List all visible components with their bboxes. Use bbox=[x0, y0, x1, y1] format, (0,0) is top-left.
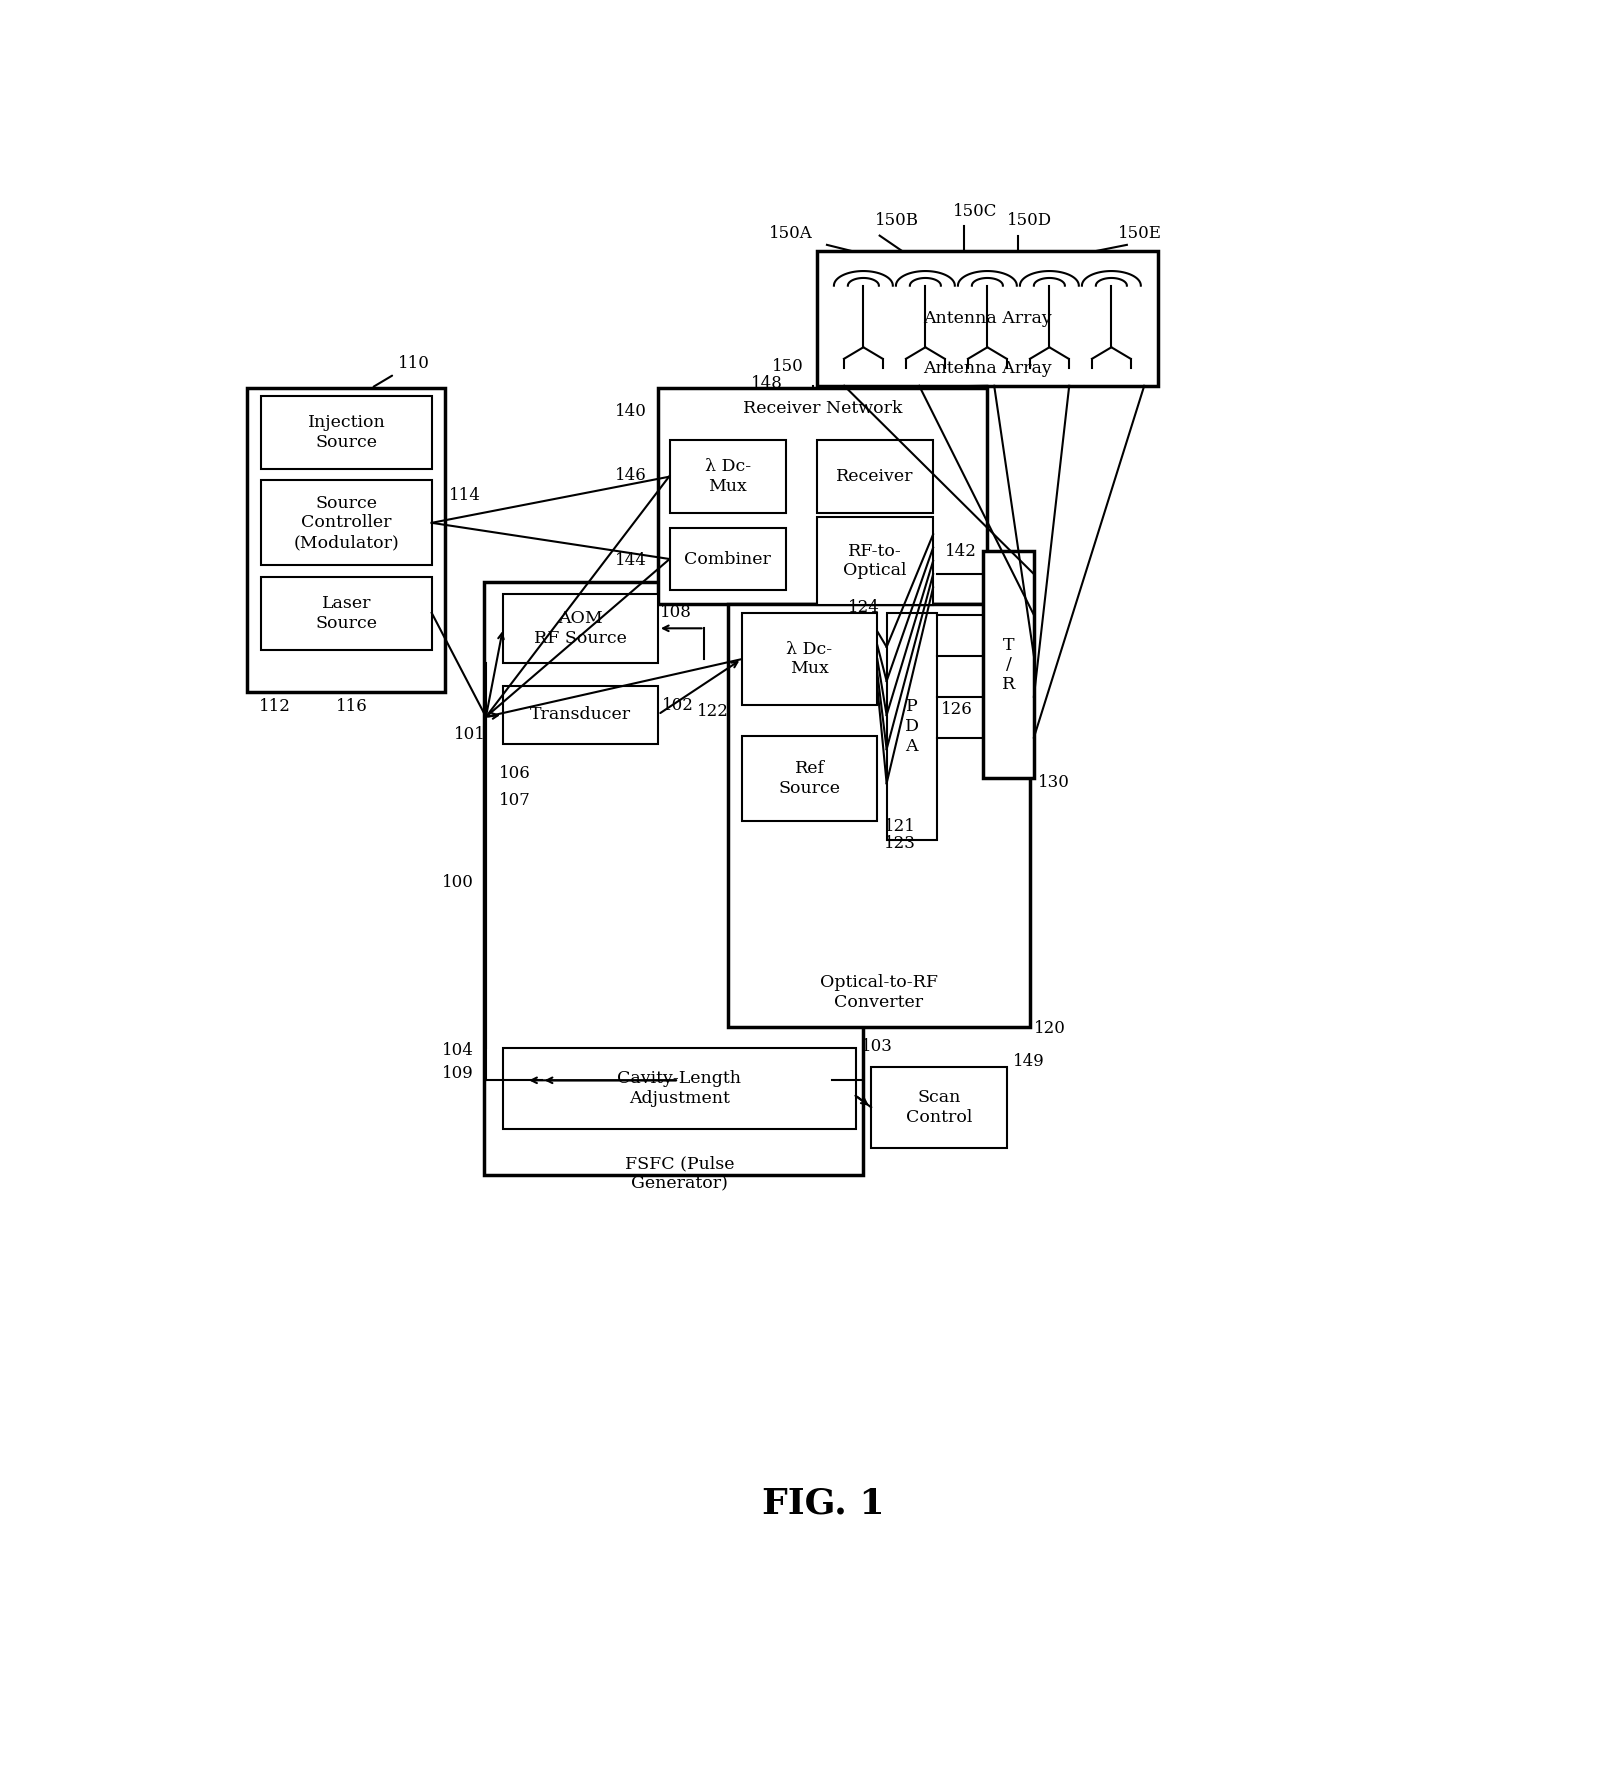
Text: 124: 124 bbox=[847, 599, 880, 616]
Text: Receiver: Receiver bbox=[836, 468, 913, 485]
Text: P
D
A: P D A bbox=[904, 698, 918, 754]
Text: T
/
R: T / R bbox=[1002, 638, 1014, 692]
Bar bbox=[502, 1048, 855, 1128]
Text: 140: 140 bbox=[615, 402, 645, 420]
Text: 112: 112 bbox=[258, 698, 291, 715]
Text: Scan
Control: Scan Control bbox=[905, 1089, 971, 1126]
Text: Laser
Source: Laser Source bbox=[315, 595, 377, 632]
Text: 150A: 150A bbox=[769, 225, 812, 243]
Bar bbox=[502, 593, 658, 662]
Text: 122: 122 bbox=[697, 703, 729, 721]
Text: 108: 108 bbox=[660, 604, 692, 622]
Text: 142: 142 bbox=[944, 544, 976, 560]
Text: 107: 107 bbox=[499, 792, 531, 809]
Text: 146: 146 bbox=[615, 468, 645, 483]
Bar bbox=[247, 388, 445, 692]
Bar bbox=[870, 1068, 1006, 1148]
Text: Transducer: Transducer bbox=[530, 707, 631, 723]
Text: 110: 110 bbox=[398, 354, 430, 372]
Bar bbox=[982, 551, 1034, 779]
Text: RF-to-
Optical: RF-to- Optical bbox=[843, 542, 907, 579]
Text: 102: 102 bbox=[661, 696, 693, 714]
Text: Optical-to-RF
Converter: Optical-to-RF Converter bbox=[820, 974, 937, 1011]
Bar bbox=[669, 439, 785, 514]
Text: 130: 130 bbox=[1037, 774, 1069, 792]
Text: Antenna Array: Antenna Array bbox=[923, 360, 1051, 377]
Bar bbox=[817, 439, 933, 514]
Text: Cavity-Length
Adjustment: Cavity-Length Adjustment bbox=[616, 1070, 742, 1107]
Text: Injection
Source: Injection Source bbox=[308, 414, 385, 450]
Text: 126: 126 bbox=[941, 701, 973, 717]
Bar bbox=[727, 604, 1029, 1027]
Text: λ Dc-
Mux: λ Dc- Mux bbox=[705, 459, 751, 494]
Bar bbox=[262, 395, 432, 469]
Bar bbox=[483, 583, 863, 1174]
Text: 144: 144 bbox=[615, 553, 645, 568]
Bar bbox=[262, 480, 432, 565]
Bar bbox=[262, 577, 432, 650]
Bar bbox=[817, 251, 1157, 386]
Text: 100: 100 bbox=[441, 873, 473, 891]
Text: 121: 121 bbox=[884, 818, 915, 836]
Text: 150E: 150E bbox=[1117, 225, 1160, 243]
Text: FSFC (Pulse
Generator): FSFC (Pulse Generator) bbox=[624, 1156, 733, 1192]
Text: 114: 114 bbox=[448, 487, 480, 505]
Bar bbox=[817, 517, 933, 606]
Text: FIG. 1: FIG. 1 bbox=[761, 1486, 884, 1520]
Text: 109: 109 bbox=[441, 1064, 473, 1082]
Text: 106: 106 bbox=[499, 765, 531, 783]
Bar bbox=[502, 685, 658, 744]
Text: 120: 120 bbox=[1034, 1020, 1066, 1038]
Text: 103: 103 bbox=[860, 1038, 892, 1056]
Text: Ref
Source: Ref Source bbox=[778, 760, 839, 797]
Text: Combiner: Combiner bbox=[684, 551, 770, 567]
Text: Source
Controller
(Modulator): Source Controller (Modulator) bbox=[294, 494, 400, 551]
Text: 150B: 150B bbox=[875, 213, 918, 230]
Text: Antenna Array: Antenna Array bbox=[923, 310, 1051, 328]
Text: 150D: 150D bbox=[1006, 213, 1051, 230]
Text: 150: 150 bbox=[772, 358, 802, 375]
Text: 149: 149 bbox=[1013, 1054, 1043, 1070]
Text: λ Dc-
Mux: λ Dc- Mux bbox=[786, 641, 831, 678]
Text: AOM
RF Source: AOM RF Source bbox=[534, 609, 626, 646]
Text: 116: 116 bbox=[335, 698, 368, 715]
Bar bbox=[886, 613, 936, 839]
Text: 104: 104 bbox=[441, 1041, 473, 1059]
Text: 148: 148 bbox=[751, 375, 782, 391]
Text: 150C: 150C bbox=[952, 204, 997, 220]
Bar bbox=[658, 388, 987, 604]
Text: 123: 123 bbox=[884, 836, 915, 852]
Text: Receiver Network: Receiver Network bbox=[743, 400, 902, 418]
Bar bbox=[669, 528, 785, 590]
Text: 101: 101 bbox=[454, 726, 486, 744]
Bar bbox=[742, 613, 876, 705]
Bar bbox=[742, 737, 876, 820]
